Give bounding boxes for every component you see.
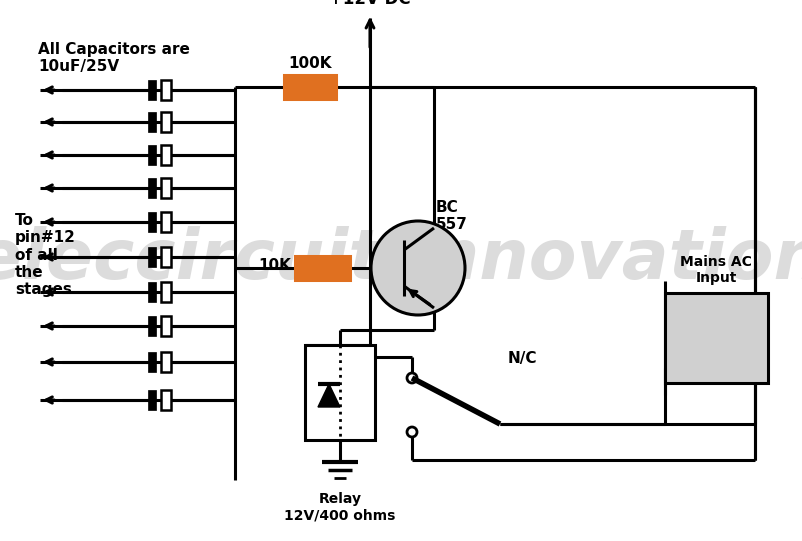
Bar <box>148 145 156 165</box>
Bar <box>148 247 156 267</box>
Text: +12V DC: +12V DC <box>329 0 411 8</box>
Bar <box>160 145 171 165</box>
Bar <box>160 316 171 336</box>
Bar <box>148 112 156 132</box>
Bar <box>148 80 156 100</box>
Bar <box>160 112 171 132</box>
Bar <box>160 178 171 198</box>
Circle shape <box>407 373 416 383</box>
Bar <box>148 316 156 336</box>
Bar <box>664 293 767 383</box>
Bar <box>160 212 171 232</box>
Text: N/C: N/C <box>508 351 537 366</box>
Bar <box>160 352 171 372</box>
Bar <box>148 178 156 198</box>
Bar <box>160 282 171 302</box>
Circle shape <box>407 427 416 437</box>
Bar <box>305 345 375 440</box>
Bar <box>148 390 156 410</box>
Text: Relay
12V/400 ohms: Relay 12V/400 ohms <box>284 492 395 522</box>
Text: 100K: 100K <box>288 56 331 71</box>
Circle shape <box>371 221 464 315</box>
Text: To
pin#12
of all
the
stages: To pin#12 of all the stages <box>15 213 75 298</box>
Text: BELL: BELL <box>681 326 749 350</box>
Bar <box>148 212 156 232</box>
Text: Mains AC
Input: Mains AC Input <box>679 255 751 285</box>
Text: 10K: 10K <box>257 259 290 274</box>
Text: BC
557: BC 557 <box>435 200 468 233</box>
Text: eleccircuit innovations: eleccircuit innovations <box>0 227 802 294</box>
Bar <box>160 80 171 100</box>
Bar <box>148 282 156 302</box>
Text: All Capacitors are
10uF/25V: All Capacitors are 10uF/25V <box>38 42 189 75</box>
Bar <box>294 256 350 280</box>
Bar <box>160 247 171 267</box>
Polygon shape <box>318 384 339 407</box>
Bar <box>148 352 156 372</box>
Bar <box>284 75 335 99</box>
Bar <box>160 390 171 410</box>
